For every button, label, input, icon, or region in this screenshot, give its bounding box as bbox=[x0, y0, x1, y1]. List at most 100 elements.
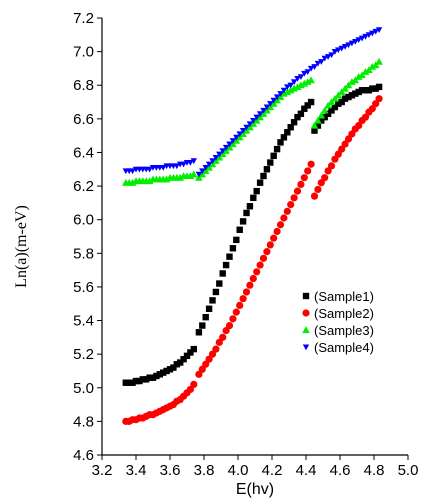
x-tick-label: 3.2 bbox=[92, 462, 113, 479]
data-point bbox=[304, 167, 312, 175]
data-point bbox=[209, 297, 216, 304]
legend-label: (Sample4) bbox=[314, 340, 374, 355]
data-point bbox=[338, 145, 346, 153]
data-point bbox=[153, 372, 160, 380]
data-point bbox=[273, 94, 281, 101]
data-point bbox=[341, 44, 349, 50]
data-point bbox=[294, 75, 301, 82]
data-point bbox=[232, 308, 240, 316]
data-point bbox=[375, 27, 383, 33]
data-point bbox=[199, 168, 206, 175]
y-tick-label: 7.0 bbox=[73, 44, 94, 61]
data-point bbox=[222, 327, 230, 335]
data-point bbox=[311, 64, 318, 70]
y-tick-label: 5.8 bbox=[73, 245, 94, 262]
data-point bbox=[202, 165, 209, 171]
data-point bbox=[304, 102, 311, 109]
data-point bbox=[156, 371, 163, 378]
data-point bbox=[277, 139, 284, 146]
data-point bbox=[226, 141, 233, 148]
data-point bbox=[372, 85, 379, 92]
data-point bbox=[243, 124, 250, 131]
data-point bbox=[324, 54, 332, 60]
data-point bbox=[331, 49, 339, 55]
data-point bbox=[250, 117, 257, 124]
data-point bbox=[317, 179, 325, 187]
data-point bbox=[166, 366, 174, 373]
data-point bbox=[180, 161, 187, 168]
y-tick-label: 5.2 bbox=[73, 346, 94, 363]
series-1 bbox=[122, 83, 383, 386]
axes: 3.2 3.4 3.6 3.8 4.0 4.2 4.4 4.6 4.8 5.0 4.6 4.8 5.0 5… bbox=[13, 10, 418, 498]
data-point bbox=[297, 180, 305, 188]
x-tick-label: 3.4 bbox=[126, 462, 147, 479]
data-point bbox=[314, 116, 322, 124]
data-point bbox=[246, 281, 254, 289]
data-point bbox=[344, 135, 353, 143]
data-point bbox=[229, 245, 237, 252]
data-point bbox=[126, 379, 133, 386]
data-point bbox=[208, 350, 217, 358]
data-point bbox=[263, 104, 271, 111]
data-point bbox=[190, 158, 197, 165]
data-point bbox=[311, 127, 318, 134]
data-point bbox=[314, 122, 322, 129]
data-point bbox=[324, 110, 332, 118]
data-point bbox=[256, 261, 264, 269]
data-point bbox=[297, 110, 305, 118]
data-point bbox=[372, 28, 379, 35]
data-point bbox=[375, 95, 383, 103]
data-point bbox=[190, 380, 198, 389]
data-point bbox=[320, 106, 329, 114]
data-point bbox=[307, 76, 315, 84]
x-tick-label: 3.8 bbox=[194, 462, 215, 479]
data-point bbox=[348, 130, 356, 138]
data-point bbox=[243, 209, 250, 217]
data-point bbox=[195, 171, 203, 178]
data-point bbox=[358, 87, 366, 94]
data-point bbox=[310, 192, 319, 200]
data-point bbox=[250, 194, 257, 202]
data-point bbox=[341, 140, 349, 148]
series-3 bbox=[122, 57, 383, 186]
data-point bbox=[160, 369, 167, 376]
x-axis-title: E(hv) bbox=[236, 481, 274, 498]
data-point bbox=[314, 185, 322, 194]
data-point bbox=[307, 98, 315, 106]
data-point bbox=[226, 253, 233, 260]
data-point bbox=[365, 32, 373, 39]
data-point bbox=[365, 87, 373, 94]
data-point bbox=[260, 172, 267, 180]
data-point bbox=[280, 134, 288, 141]
data-point bbox=[284, 84, 291, 91]
data-point bbox=[321, 113, 328, 121]
data-point bbox=[160, 165, 167, 171]
data-point bbox=[267, 159, 274, 166]
data-point bbox=[318, 117, 325, 124]
data-point bbox=[290, 79, 298, 86]
data-point bbox=[290, 119, 298, 126]
data-point bbox=[163, 367, 170, 375]
data-point bbox=[190, 345, 197, 353]
data-point bbox=[368, 105, 376, 113]
x-tick-label: 4.8 bbox=[364, 462, 385, 479]
data-point bbox=[355, 88, 362, 96]
data-point bbox=[280, 214, 288, 222]
data-point bbox=[229, 315, 237, 323]
data-point bbox=[362, 33, 369, 40]
data-point bbox=[324, 167, 332, 175]
legend-item: (Sample3) bbox=[302, 323, 374, 338]
series-4 bbox=[122, 27, 383, 178]
data-point bbox=[239, 218, 247, 225]
data-point bbox=[307, 160, 315, 168]
data-point bbox=[177, 359, 184, 366]
y-tick-label: 6.6 bbox=[73, 111, 94, 128]
data-point bbox=[318, 59, 325, 65]
x-tick-label: 4.6 bbox=[330, 462, 351, 479]
x-tick-label: 4.0 bbox=[228, 462, 249, 479]
data-point bbox=[122, 379, 129, 386]
data-point bbox=[263, 248, 271, 256]
data-point bbox=[187, 159, 194, 166]
data-point bbox=[256, 111, 264, 118]
